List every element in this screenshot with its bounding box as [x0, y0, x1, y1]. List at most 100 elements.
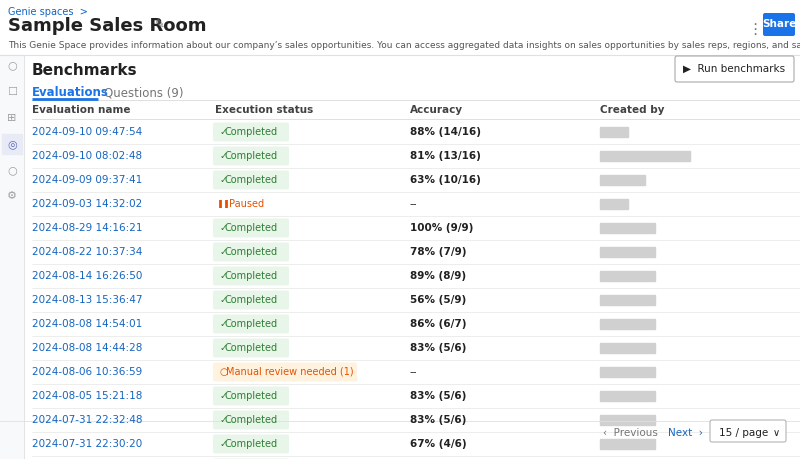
Text: ✎: ✎ — [155, 18, 165, 31]
FancyBboxPatch shape — [213, 146, 289, 166]
Text: Completed: Completed — [225, 271, 278, 281]
FancyBboxPatch shape — [213, 267, 289, 285]
Text: 83% (5/6): 83% (5/6) — [410, 415, 466, 425]
Text: ✓: ✓ — [220, 295, 228, 305]
Text: Completed: Completed — [225, 391, 278, 401]
Bar — [600, 391, 655, 401]
Text: 2024-08-22 10:37:34: 2024-08-22 10:37:34 — [32, 247, 142, 257]
FancyBboxPatch shape — [213, 291, 289, 309]
Text: Evaluation name: Evaluation name — [32, 105, 130, 115]
FancyBboxPatch shape — [213, 338, 289, 358]
Text: ▶  Run benchmarks: ▶ Run benchmarks — [683, 64, 786, 74]
Text: Completed: Completed — [225, 223, 278, 233]
Bar — [600, 367, 655, 377]
FancyBboxPatch shape — [213, 435, 289, 453]
FancyBboxPatch shape — [213, 410, 289, 430]
Text: 2024-09-09 09:37:41: 2024-09-09 09:37:41 — [32, 175, 142, 185]
Text: 15 / page: 15 / page — [719, 428, 769, 438]
Text: ✓: ✓ — [220, 343, 228, 353]
Text: Completed: Completed — [225, 151, 278, 161]
Text: Completed: Completed — [225, 247, 278, 257]
Bar — [600, 247, 655, 257]
Bar — [0, 55, 24, 459]
Text: ☐: ☐ — [7, 87, 17, 97]
Bar — [600, 199, 628, 209]
Text: 83% (5/6): 83% (5/6) — [410, 343, 466, 353]
Text: ○: ○ — [7, 165, 17, 175]
Bar — [600, 415, 655, 425]
Text: ✓: ✓ — [220, 247, 228, 257]
Text: Genie spaces  >: Genie spaces > — [8, 7, 88, 17]
Text: Questions (9): Questions (9) — [104, 86, 183, 99]
Text: 100% (9/9): 100% (9/9) — [410, 223, 474, 233]
Bar — [600, 175, 645, 185]
Bar — [600, 127, 628, 137]
Text: ✓: ✓ — [220, 127, 228, 137]
Bar — [600, 439, 655, 449]
Text: Manual review needed (1): Manual review needed (1) — [226, 367, 354, 377]
Text: 2024-07-31 22:30:20: 2024-07-31 22:30:20 — [32, 439, 142, 449]
Text: ✓: ✓ — [220, 223, 228, 233]
Text: ⊞: ⊞ — [7, 113, 17, 123]
Text: 63% (10/16): 63% (10/16) — [410, 175, 481, 185]
Text: 2024-08-08 14:54:01: 2024-08-08 14:54:01 — [32, 319, 142, 329]
FancyBboxPatch shape — [763, 13, 795, 36]
Bar — [2, 134, 22, 154]
Text: ✓: ✓ — [220, 439, 228, 449]
FancyBboxPatch shape — [675, 56, 794, 82]
Text: ‹  Previous: ‹ Previous — [602, 428, 658, 438]
Text: Paused: Paused — [229, 199, 264, 209]
Text: 83% (5/6): 83% (5/6) — [410, 391, 466, 401]
Text: Completed: Completed — [225, 415, 278, 425]
Text: Accuracy: Accuracy — [410, 105, 463, 115]
Text: This Genie Space provides information about our company’s sales opportunities. Y: This Genie Space provides information ab… — [8, 41, 800, 50]
Text: Evaluations: Evaluations — [32, 86, 109, 99]
Text: 86% (6/7): 86% (6/7) — [410, 319, 466, 329]
FancyBboxPatch shape — [213, 170, 289, 190]
Bar — [600, 271, 655, 281]
FancyBboxPatch shape — [213, 386, 289, 405]
Text: 88% (14/16): 88% (14/16) — [410, 127, 481, 137]
FancyBboxPatch shape — [213, 314, 289, 334]
Text: Created by: Created by — [600, 105, 665, 115]
Text: 2024-09-10 08:02:48: 2024-09-10 08:02:48 — [32, 151, 142, 161]
Text: ∨: ∨ — [773, 428, 779, 438]
Text: 56% (5/9): 56% (5/9) — [410, 295, 466, 305]
Bar — [0, 0, 800, 55]
Text: Benchmarks: Benchmarks — [32, 63, 138, 78]
Text: 89% (8/9): 89% (8/9) — [410, 271, 466, 281]
Text: ✓: ✓ — [220, 151, 228, 161]
Text: Completed: Completed — [225, 343, 278, 353]
Text: 2024-08-29 14:16:21: 2024-08-29 14:16:21 — [32, 223, 142, 233]
Text: Execution status: Execution status — [215, 105, 314, 115]
Bar — [600, 295, 655, 305]
Text: 2024-08-06 10:36:59: 2024-08-06 10:36:59 — [32, 367, 142, 377]
Text: 81% (13/16): 81% (13/16) — [410, 151, 481, 161]
Text: Completed: Completed — [225, 295, 278, 305]
Text: ✓: ✓ — [220, 175, 228, 185]
FancyBboxPatch shape — [213, 363, 357, 381]
Text: Share: Share — [762, 19, 796, 29]
Text: ○: ○ — [7, 60, 17, 70]
FancyBboxPatch shape — [213, 123, 289, 141]
Bar — [600, 343, 655, 353]
Text: ○: ○ — [220, 367, 228, 377]
Bar — [600, 319, 655, 329]
Text: 2024-07-31 22:32:48: 2024-07-31 22:32:48 — [32, 415, 142, 425]
Text: Completed: Completed — [225, 319, 278, 329]
Text: 2024-08-08 14:44:28: 2024-08-08 14:44:28 — [32, 343, 142, 353]
Text: 2024-09-03 14:32:02: 2024-09-03 14:32:02 — [32, 199, 142, 209]
Text: ⚙: ⚙ — [7, 191, 17, 201]
Text: 78% (7/9): 78% (7/9) — [410, 247, 466, 257]
Text: 2024-08-14 16:26:50: 2024-08-14 16:26:50 — [32, 271, 142, 281]
Text: Completed: Completed — [225, 175, 278, 185]
Text: ✓: ✓ — [220, 391, 228, 401]
FancyBboxPatch shape — [213, 218, 289, 237]
Text: 2024-09-10 09:47:54: 2024-09-10 09:47:54 — [32, 127, 142, 137]
Text: ⋮: ⋮ — [747, 22, 762, 37]
Text: --: -- — [410, 367, 418, 377]
Text: Next  ›: Next › — [667, 428, 702, 438]
Text: ✓: ✓ — [220, 271, 228, 281]
Bar — [600, 151, 690, 161]
Text: ✓: ✓ — [220, 415, 228, 425]
